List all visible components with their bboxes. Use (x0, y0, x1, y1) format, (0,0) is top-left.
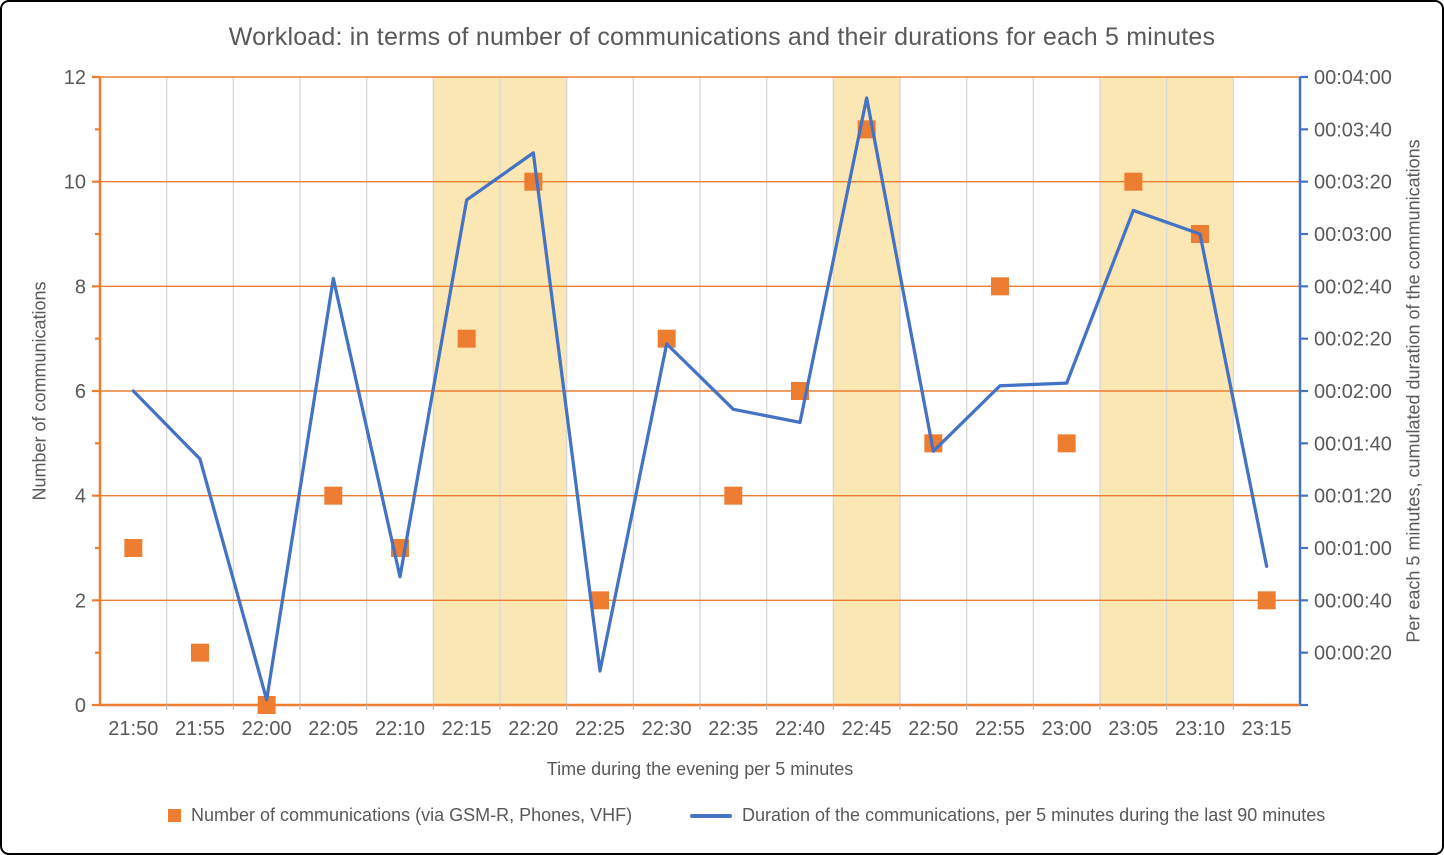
y-right-tick-label: 00:02:20 (1314, 329, 1392, 351)
y-right-tick-label: 00:02:00 (1314, 381, 1392, 403)
x-tick-label: 22:30 (642, 718, 692, 740)
x-tick-label: 21:50 (108, 718, 158, 740)
communications-point (124, 539, 143, 557)
x-axis-title: Time during the evening per 5 minutes (546, 759, 854, 779)
y-right-tick-label: 00:01:20 (1314, 486, 1392, 508)
legend-label-communications: Number of communications (via GSM-R, Pho… (191, 805, 633, 825)
legend-item-communications: Number of communications (via GSM-R, Pho… (168, 805, 632, 826)
y-left-tick-label: 2 (75, 590, 86, 612)
y-left-tick-label: 12 (64, 67, 86, 89)
y-right-axis-title: Per each 5 minutes, cumulated duration o… (1403, 139, 1424, 643)
communications-point (1257, 591, 1276, 610)
y-left-tick-label: 10 (64, 172, 86, 194)
y-right-tick-label: 00:01:00 (1314, 538, 1392, 560)
x-tick-label: 22:40 (775, 718, 825, 740)
communications-point (591, 591, 609, 610)
x-tick-label: 22:15 (442, 718, 492, 740)
y-right-tick-label: 00:00:40 (1314, 590, 1392, 612)
y-right-tick-label: 00:03:00 (1314, 224, 1392, 246)
x-tick-label: 21:55 (175, 718, 225, 740)
legend-marker-communications-icon (168, 809, 181, 822)
y-left-tick-label: 8 (75, 276, 86, 298)
legend-item-duration: Duration of the communications, per 5 mi… (690, 805, 1325, 826)
legend-marker-duration-icon (690, 813, 732, 818)
duration-line (131, 96, 1269, 702)
communications-point (1124, 172, 1143, 191)
communications-point (191, 643, 209, 662)
y-left-axis-title: Number of communications (29, 281, 50, 501)
x-tick-label: 22:20 (508, 718, 558, 740)
y-right-tick-label: 00:03:20 (1314, 172, 1392, 194)
chart-title: Workload: in terms of number of communic… (228, 23, 1216, 51)
x-tick-label: 22:35 (708, 718, 758, 740)
y-left-tick-label: 0 (75, 695, 86, 717)
x-tick-label: 23:05 (1108, 718, 1158, 740)
x-tick-label: 22:25 (575, 718, 625, 740)
legend-label-duration: Duration of the communications, per 5 mi… (742, 805, 1326, 825)
x-tick-label: 23:15 (1242, 718, 1292, 740)
y-right-tick-label: 00:02:40 (1314, 276, 1392, 298)
y-left-tick-label: 6 (75, 381, 86, 403)
communications-point (457, 329, 476, 348)
x-tick-label: 22:50 (908, 718, 958, 740)
y-right-tick-label: 00:03:40 (1314, 119, 1392, 141)
communications-point (657, 329, 676, 348)
x-tick-label: 22:10 (375, 718, 425, 740)
communications-point (324, 486, 343, 505)
x-tick-label: 22:55 (975, 718, 1025, 740)
y-right-tick-label: 00:04:00 (1314, 67, 1392, 89)
y-right-tick-label: 00:01:40 (1314, 433, 1392, 455)
communications-point (524, 172, 543, 191)
communications-point (991, 277, 1009, 296)
x-tick-label: 23:00 (1042, 718, 1092, 740)
communications-point (724, 486, 743, 505)
communications-point (1057, 434, 1076, 453)
y-left-tick-label: 4 (75, 486, 86, 508)
y-right-tick-label: 00:00:20 (1314, 643, 1392, 665)
x-tick-label: 22:00 (242, 718, 292, 740)
x-tick-label: 23:10 (1175, 718, 1225, 740)
x-tick-label: 22:45 (842, 718, 892, 740)
communications-point (257, 696, 276, 714)
x-tick-label: 22:05 (308, 718, 358, 740)
